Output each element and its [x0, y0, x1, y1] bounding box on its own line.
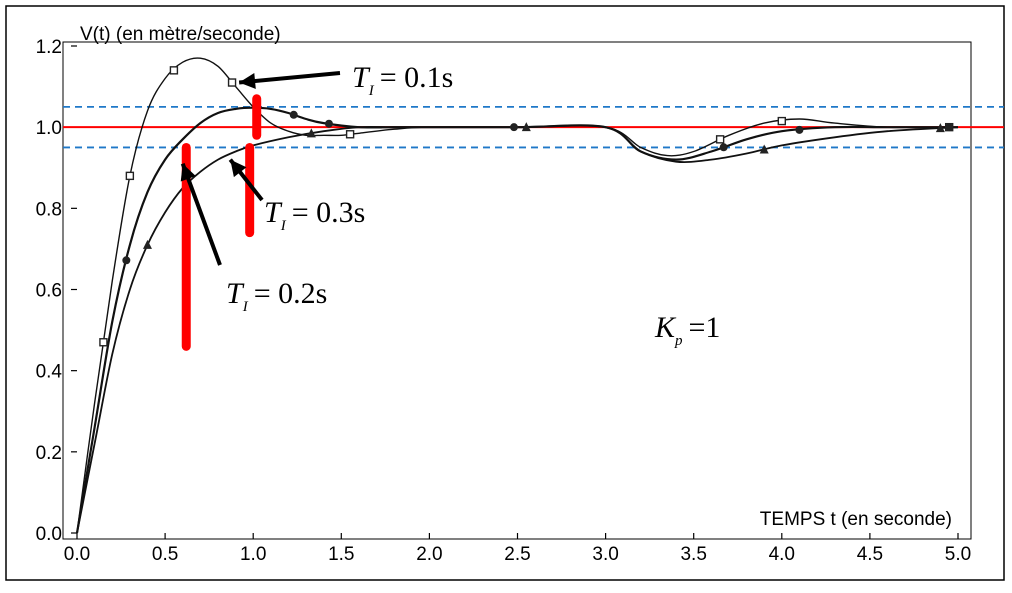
x-tick-label: 3.5 [680, 544, 706, 565]
x-tick-label: 2.0 [416, 544, 442, 565]
x-tick-label: 0.5 [152, 544, 178, 565]
annotation-arrow [238, 71, 341, 85]
data-point-triangle [935, 123, 945, 133]
data-point-circle [324, 119, 333, 128]
y-tick-label: 0.0 [36, 524, 62, 545]
annotation-arrowhead [230, 159, 247, 178]
x-tick-label: 0.0 [64, 544, 90, 565]
y-tick-label: 1.0 [36, 118, 62, 139]
annotation-label: TI = 0.1s [352, 61, 453, 99]
x-tick-label: 1.5 [328, 544, 354, 565]
series-line-1 [76, 57, 959, 534]
x-axis-title: TEMPS t (en seconde) [760, 509, 952, 530]
x-tick-label: 5.0 [945, 544, 971, 565]
x-tick-label: 4.0 [769, 544, 795, 565]
data-point-square [227, 78, 237, 87]
outer-frame [5, 5, 1005, 581]
data-point-circle [945, 123, 954, 132]
annotation-arrowhead [239, 73, 256, 89]
x-tick-label: 3.0 [592, 544, 618, 565]
data-point-triangle [521, 122, 531, 132]
annotation-arrowhead [180, 163, 196, 182]
data-point-square [169, 66, 179, 75]
y-tick-label: 0.2 [36, 443, 62, 464]
y-tick-label: 1.2 [36, 37, 62, 58]
data-point-triangle [142, 239, 152, 249]
y-axis-title: V(t) (en mètre/seconde) [80, 24, 281, 45]
annotation-label: TI = 0.2s [226, 277, 327, 315]
annotation-label: Kp =1 [654, 311, 720, 349]
data-point-square [125, 171, 135, 181]
data-point-circle [719, 143, 728, 152]
data-point-circle [289, 110, 298, 119]
x-tick-label: 4.5 [857, 544, 883, 565]
data-point-circle [122, 256, 131, 265]
y-tick-label: 0.4 [36, 362, 63, 383]
data-point-triangle [759, 144, 769, 154]
data-point-square [777, 116, 786, 126]
data-point-square [345, 130, 355, 139]
y-tick-label: 0.6 [36, 281, 62, 302]
data-point-circle [509, 123, 518, 132]
x-tick-label: 2.5 [504, 544, 530, 565]
y-tick-label: 0.8 [36, 199, 62, 220]
data-point-triangle [306, 128, 316, 138]
x-tick-label: 1.0 [240, 544, 266, 565]
data-point-square [715, 135, 725, 144]
annotation-arrow [180, 163, 222, 266]
annotation-label: TI = 0.3s [264, 196, 365, 234]
data-point-square [99, 338, 108, 347]
data-point-circle [795, 125, 804, 134]
